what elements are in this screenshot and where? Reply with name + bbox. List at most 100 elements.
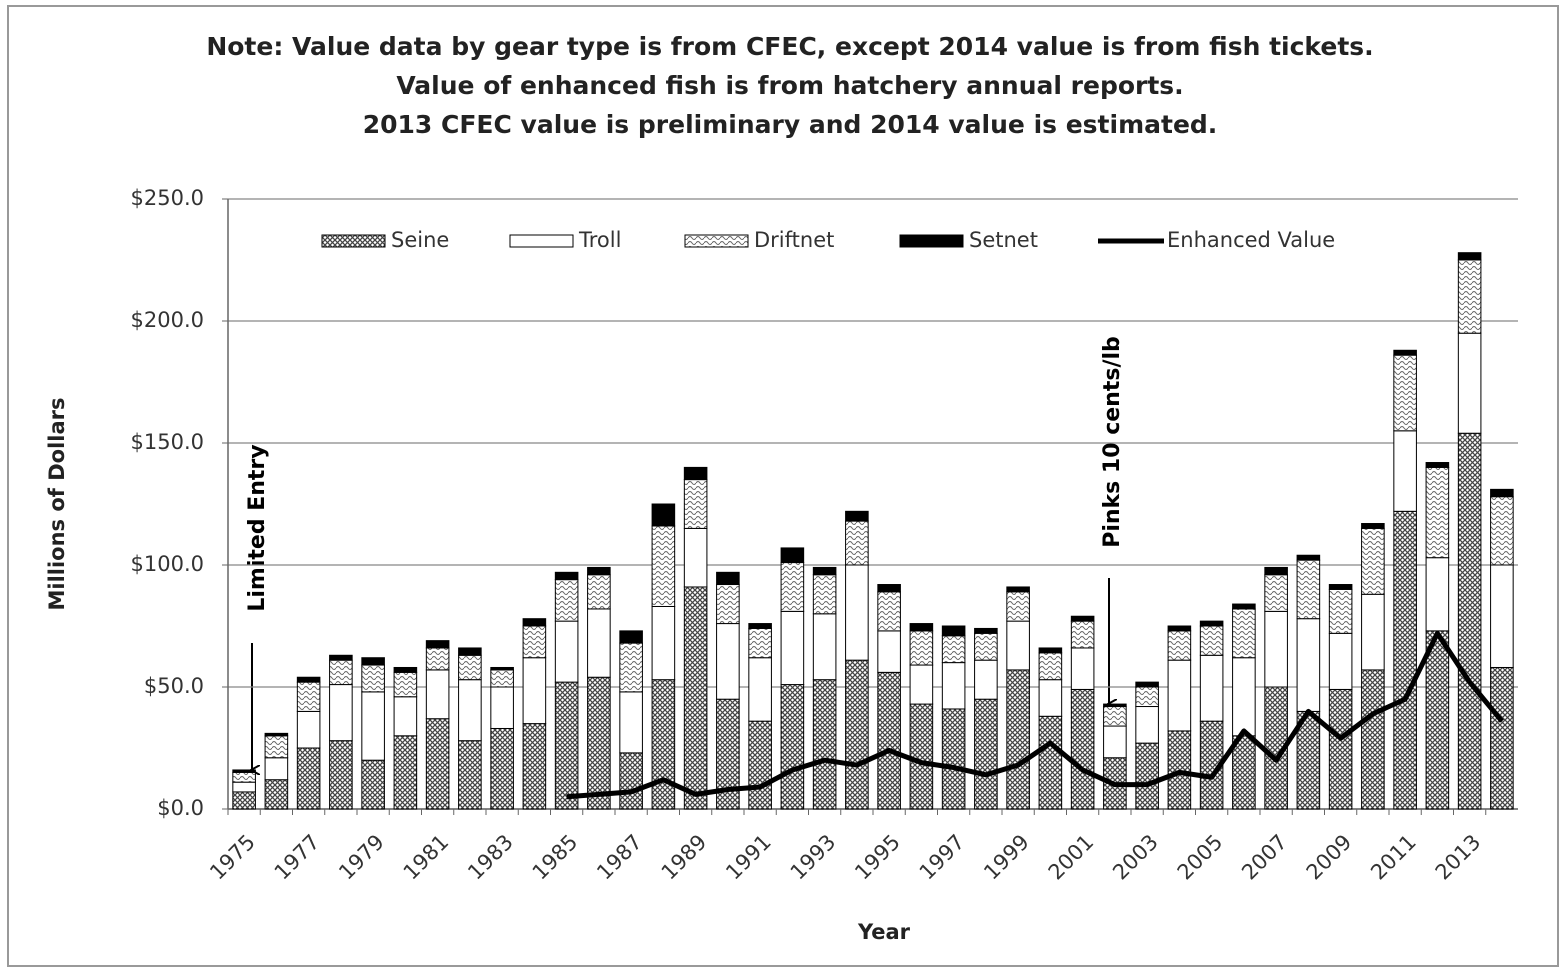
bar-segment	[1296, 554, 1321, 561]
bar-segment	[748, 623, 772, 629]
bar-segment	[1006, 586, 1030, 593]
bar-segment	[522, 723, 547, 810]
bar-segment	[1006, 620, 1030, 671]
bar-segment	[1199, 654, 1224, 722]
bar-segment	[458, 647, 482, 656]
bar-segment	[458, 679, 482, 742]
bar-segment	[1264, 610, 1288, 688]
bar-segment	[1328, 588, 1353, 634]
bar-segment	[716, 623, 740, 700]
bar-segment	[619, 691, 643, 754]
bar-segment	[1425, 466, 1450, 559]
bar-segment	[458, 740, 482, 810]
bar-segment	[1328, 632, 1353, 690]
bar-segment	[1328, 688, 1353, 810]
bar-segment	[1490, 564, 1514, 668]
bar-segment	[425, 718, 450, 810]
bar-segment	[619, 630, 643, 644]
bar-segment	[296, 710, 321, 749]
bar-segment	[232, 791, 256, 810]
bar-segment	[812, 679, 837, 810]
bar-segment	[554, 579, 579, 622]
bar-segment	[1264, 574, 1288, 612]
bar-segment	[587, 676, 611, 810]
bar-segment	[1457, 432, 1482, 810]
bar-segment	[812, 613, 837, 681]
bar-segment	[780, 610, 805, 686]
bar-segment	[877, 630, 901, 673]
bar-segment	[780, 562, 805, 612]
bar-segment	[458, 654, 482, 681]
annotation: Limited Entry	[245, 444, 270, 611]
bar-segment	[490, 727, 514, 810]
bar-segment	[264, 732, 289, 737]
y-tick-label: $250.0	[131, 186, 204, 210]
y-tick-label: $0.0	[157, 796, 204, 820]
bar-segment	[780, 684, 805, 810]
legend-swatch	[321, 234, 386, 248]
bar-segment	[974, 659, 998, 700]
bar-segment	[974, 632, 998, 661]
bar-segment	[490, 669, 514, 688]
bar-segment	[1490, 496, 1514, 566]
x-axis-title: Year	[857, 920, 911, 944]
bar-segment	[1296, 559, 1321, 620]
bar-segment	[1070, 688, 1095, 810]
bar-segment	[1038, 715, 1063, 810]
bar-segment	[1232, 608, 1256, 659]
title-line: 2013 CFEC value is preliminary and 2014 …	[363, 110, 1218, 139]
bar-segment	[329, 684, 353, 742]
bar-segment	[1070, 615, 1095, 622]
bar-segment	[812, 574, 837, 615]
bar-segment	[909, 623, 934, 632]
bar-segment	[522, 625, 547, 659]
bar-segment	[1425, 462, 1450, 468]
bar-segment	[361, 664, 385, 693]
y-tick-label: $50.0	[144, 674, 204, 698]
bar-segment	[1135, 742, 1159, 810]
bar-segment	[812, 566, 837, 576]
bar-segment	[490, 666, 514, 671]
bar-segment	[1393, 349, 1417, 356]
bar-segment	[619, 752, 643, 810]
bar-segment	[1232, 735, 1256, 810]
bar-segment	[1232, 657, 1256, 737]
bar-segment	[1264, 566, 1288, 576]
bar-segment	[1006, 669, 1030, 810]
title-line: Note: Value data by gear type is from CF…	[206, 32, 1373, 61]
bar-segment	[393, 696, 418, 737]
legend-label: Seine	[391, 228, 449, 252]
bar-segment	[522, 618, 547, 627]
bar-segment	[651, 525, 676, 607]
bar-segment	[683, 586, 708, 810]
bar-segment	[651, 503, 676, 527]
bar-segment	[264, 757, 289, 781]
bar-segment	[651, 679, 676, 810]
bar-segment	[748, 657, 772, 722]
bar-segment	[1103, 703, 1127, 708]
bar-segment	[1393, 354, 1417, 432]
bar-segment	[877, 671, 901, 810]
legend-label: Enhanced Value	[1167, 228, 1335, 252]
y-tick-label: $100.0	[131, 552, 204, 576]
legend-label: Troll	[578, 228, 621, 252]
bar-segment	[1038, 679, 1063, 717]
bar-segment	[329, 659, 353, 686]
bar-segment	[296, 747, 321, 810]
legend-swatch	[899, 234, 964, 248]
bar-segment	[1135, 686, 1159, 708]
legend-swatch	[684, 234, 749, 248]
bar-segment	[587, 566, 611, 576]
bar-segment	[941, 635, 966, 664]
bar-segment	[1328, 584, 1353, 590]
bar-segment	[490, 686, 514, 729]
bar-segment	[361, 759, 385, 810]
bar-segment	[683, 479, 708, 529]
bar-segment	[845, 564, 869, 661]
bar-segment	[974, 698, 998, 810]
bar-segment	[683, 527, 708, 588]
bar-segment	[716, 571, 740, 586]
bar-segment	[554, 681, 579, 810]
bar-segment	[587, 608, 611, 678]
bar-segment	[232, 769, 256, 773]
